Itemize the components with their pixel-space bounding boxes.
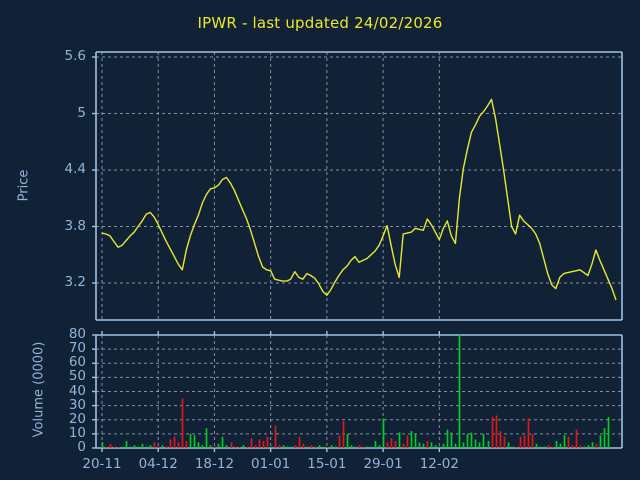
volume-y-tick-label: 80 (68, 326, 86, 342)
price-y-tick-label: 5.6 (64, 48, 86, 64)
volume-y-tick-label: 40 (68, 382, 86, 399)
volume-y-tick-label: 50 (68, 368, 86, 385)
volume-y-tick-label: 0 (77, 439, 86, 455)
x-tick-label: 01-01 (251, 456, 291, 472)
price-y-tick-label: 3.2 (64, 274, 86, 290)
chart-title: IPWR - last updated 24/02/2026 (197, 14, 443, 32)
x-tick-label: 29-01 (363, 456, 403, 472)
volume-y-tick-label: 20 (68, 410, 86, 427)
price-y-tick-label: 5 (77, 104, 86, 121)
volume-y-tick-label: 70 (68, 340, 86, 357)
x-tick-label: 18-12 (194, 456, 235, 472)
volume-y-tick-label: 10 (68, 424, 86, 441)
volume-y-tick-label: 30 (68, 396, 86, 413)
volume-y-tick-label: 60 (68, 354, 86, 371)
price-y-tick-label: 3.8 (64, 217, 86, 234)
x-tick-label: 04-12 (138, 456, 178, 472)
x-tick-label: 20-11 (82, 456, 122, 472)
price-y-tick-label: 4.4 (64, 161, 86, 177)
x-tick-label: 15-01 (307, 456, 347, 472)
x-tick-label: 12-02 (419, 456, 459, 472)
